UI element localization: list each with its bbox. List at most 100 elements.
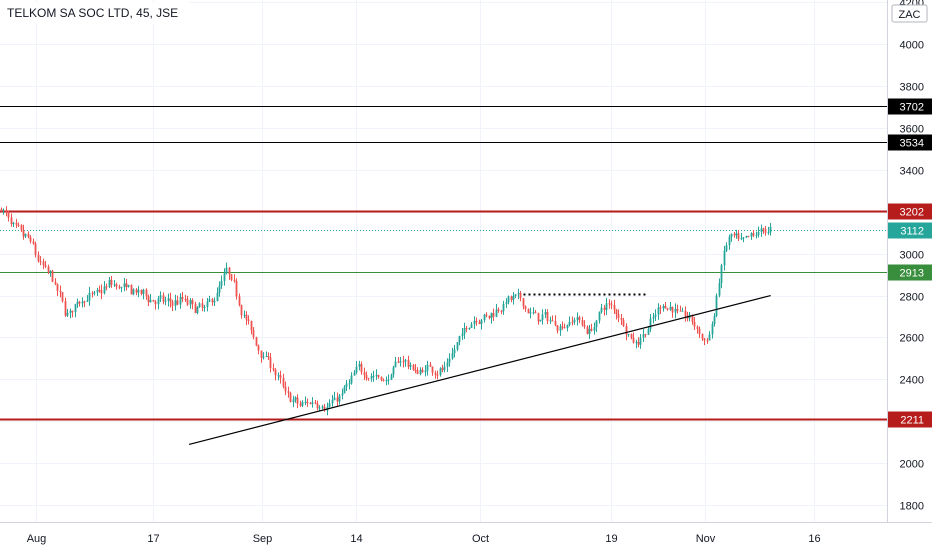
candle-body (100, 290, 103, 294)
candle-body (277, 375, 280, 377)
candles (0, 206, 772, 416)
y-tick-label: 1800 (900, 501, 924, 513)
y-tick-label: 3400 (900, 166, 924, 178)
candle-body (755, 234, 758, 236)
level-badge-label: 3702 (900, 102, 924, 114)
candle-body (299, 403, 302, 406)
candle-body (723, 250, 726, 266)
candle-body (603, 307, 606, 310)
candle-body (649, 318, 652, 330)
x-tick-label: 16 (808, 533, 820, 545)
candle-body (517, 293, 520, 295)
candle-body (323, 406, 326, 411)
candle-body (522, 298, 525, 307)
currency-box[interactable] (891, 4, 928, 23)
candle-body (500, 310, 503, 312)
candle-body (578, 317, 581, 321)
candle-body (74, 303, 77, 312)
level-badge (888, 411, 932, 428)
candle-body (132, 289, 135, 295)
candle-body (681, 310, 684, 312)
candle-body (301, 401, 304, 406)
candle-body (407, 359, 410, 367)
candle-body (127, 284, 130, 287)
candle-body (247, 319, 250, 321)
candle-body (184, 298, 187, 300)
candle-body (510, 296, 513, 300)
candle-body (311, 402, 314, 404)
candle-body (321, 406, 324, 408)
candle-body (331, 400, 334, 404)
candle-body (245, 314, 248, 320)
candle-body (15, 222, 18, 225)
candle-body (42, 261, 45, 266)
candle-body (639, 337, 642, 345)
candle-body (179, 296, 182, 305)
candle-body (130, 284, 133, 295)
candle-body (125, 283, 128, 287)
candle-body (424, 370, 427, 373)
candle-body (142, 289, 145, 294)
candle-body (632, 338, 635, 343)
candle-body (123, 283, 126, 288)
candle-body (676, 308, 679, 311)
candle-body (17, 224, 20, 226)
candle-body (431, 366, 434, 373)
candle-body (211, 299, 214, 303)
candle-body (2, 210, 5, 212)
candle-body (453, 349, 456, 354)
candle-body (600, 307, 603, 313)
candle-body (497, 309, 500, 311)
candle-body (39, 261, 42, 263)
candle-body (174, 300, 177, 306)
candle-body (399, 361, 402, 363)
candle-body (767, 232, 770, 234)
candle-body (527, 308, 530, 314)
candle-body (412, 364, 415, 370)
candle-body (32, 241, 35, 244)
candle-body (392, 367, 395, 375)
candle-body (7, 212, 10, 218)
time-axis[interactable]: Aug 17 Sep 14 Oct 19 Nov 16 (27, 533, 821, 545)
candle-body (465, 328, 468, 330)
candle-body (198, 303, 201, 308)
annotations (188, 293, 771, 446)
candle-body (108, 279, 111, 287)
x-tick-label: Nov (696, 533, 716, 545)
candle-body (703, 338, 706, 341)
candle-body (760, 228, 763, 232)
candle-body (657, 307, 660, 315)
candle-body (409, 364, 412, 367)
candle-body (113, 284, 116, 286)
candle-body (554, 321, 557, 326)
candle-body (541, 314, 544, 320)
candle-body (654, 314, 657, 317)
candle-body (630, 334, 633, 339)
candle-body (137, 289, 140, 293)
candle-body (556, 325, 559, 331)
x-tick-label: 19 (605, 533, 617, 545)
candle-body (235, 280, 238, 297)
candle-body (620, 317, 623, 321)
candle-body (83, 301, 86, 303)
candle-body (257, 345, 260, 351)
y-tick-label: 2600 (900, 333, 924, 345)
candle-body (61, 292, 64, 302)
candle-body (429, 364, 432, 367)
level-badge-label: 3202 (900, 207, 924, 219)
candle-body (730, 233, 733, 237)
candle-body (91, 292, 94, 294)
candle-body (377, 375, 380, 378)
price-axis[interactable]: 4200400038003600340032003000280026002400… (900, 0, 924, 513)
candle-body (549, 320, 552, 322)
chart-title: TELKOM SA SOC LTD, 45, JSE (7, 6, 178, 20)
candle-body (96, 289, 99, 293)
candle-body (613, 305, 616, 310)
candle-body (666, 308, 669, 310)
candle-body (507, 296, 510, 303)
candle-body (537, 312, 540, 322)
candle-body (44, 265, 47, 267)
candle-body (610, 304, 613, 306)
candle-body (20, 225, 23, 231)
